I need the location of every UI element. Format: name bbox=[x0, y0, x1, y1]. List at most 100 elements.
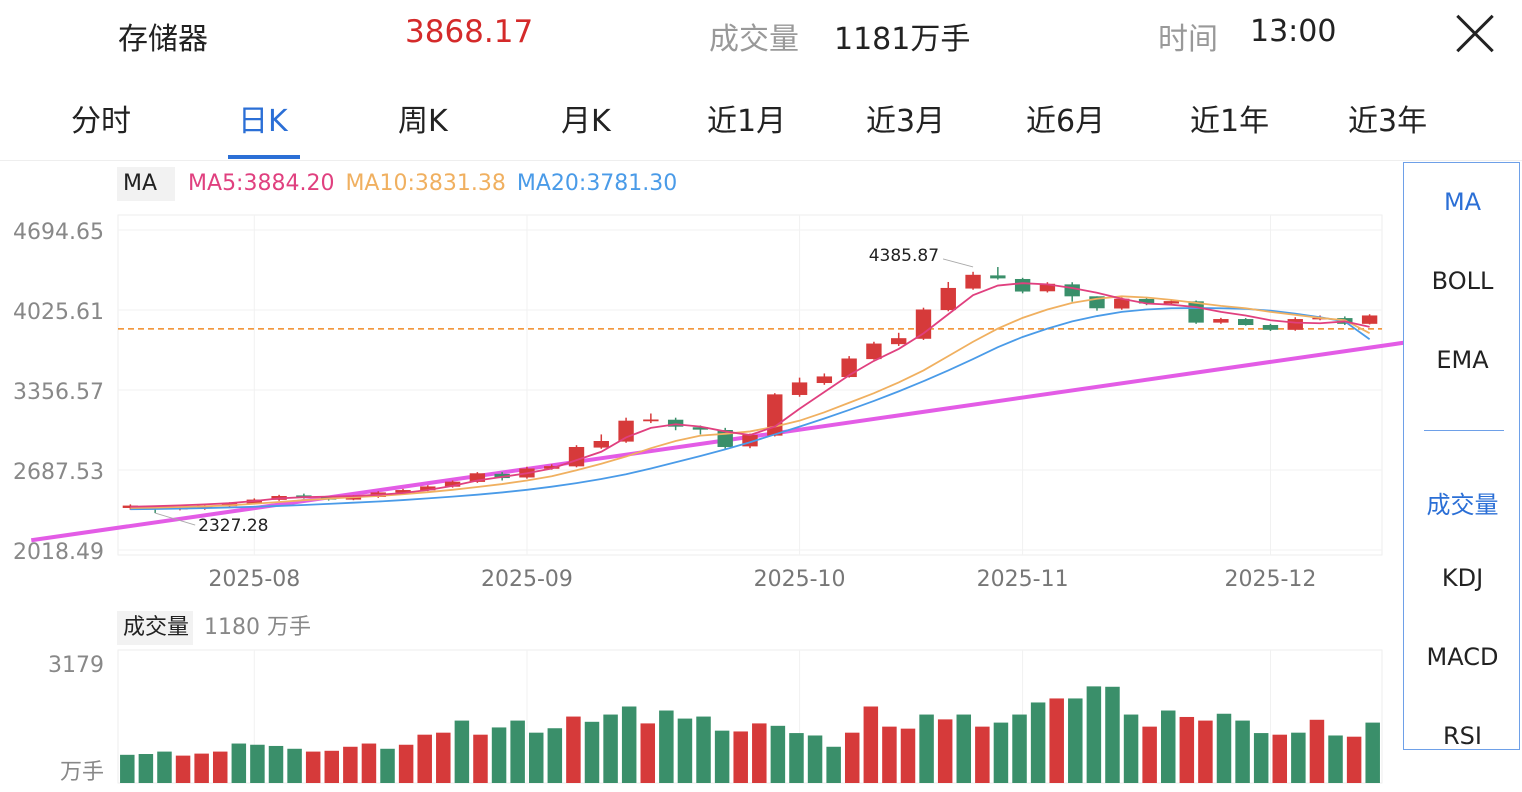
candle bbox=[593, 434, 609, 449]
tabs-divider bbox=[0, 160, 1522, 161]
candle-body bbox=[667, 419, 684, 427]
volume-bar bbox=[714, 730, 730, 783]
indicator-rsi[interactable]: RSI bbox=[1443, 722, 1482, 750]
volume-bar bbox=[194, 753, 209, 783]
y-tick-label: 3356.57 bbox=[13, 380, 104, 405]
candles-layer bbox=[122, 267, 1378, 514]
volume-unit-label: 万手 bbox=[60, 760, 104, 785]
kline-chart[interactable]: 4694.65 4025.61 3356.57 2687.53 2018.49 2025-… bbox=[0, 0, 1403, 792]
volume-bar bbox=[584, 721, 600, 783]
volume-bar bbox=[789, 733, 804, 783]
candle bbox=[1213, 317, 1229, 324]
ma-legend-tag: MA bbox=[117, 167, 176, 201]
volume-bar bbox=[473, 734, 488, 783]
candle-body bbox=[469, 473, 486, 482]
candle-body bbox=[1064, 284, 1080, 297]
candle-body bbox=[990, 275, 1006, 279]
indicator-boll[interactable]: BOLL bbox=[1431, 267, 1494, 295]
volume-legend-tag: 成交量 bbox=[117, 611, 194, 645]
volume-bar bbox=[1086, 686, 1102, 783]
volume-bar bbox=[844, 732, 860, 783]
volume-bar bbox=[1291, 732, 1306, 783]
volume-bar bbox=[677, 718, 693, 783]
volume-bar bbox=[1160, 710, 1176, 783]
ma20-legend: MA20:3781.30 bbox=[516, 171, 678, 196]
ma10-line bbox=[130, 295, 1371, 509]
indicator-ema[interactable]: EMA bbox=[1436, 346, 1489, 374]
candle-body bbox=[1138, 298, 1155, 304]
volume-legend-value: 1180 万手 bbox=[204, 615, 311, 640]
volume-bar bbox=[231, 743, 247, 783]
volume-bar bbox=[1365, 722, 1380, 783]
tab-fenshi[interactable]: 分时 bbox=[71, 104, 131, 139]
volume-bar bbox=[900, 728, 916, 783]
candle bbox=[618, 417, 634, 443]
volume-bar bbox=[1253, 733, 1269, 783]
candle bbox=[568, 445, 585, 468]
time-value: 13:00 bbox=[1250, 14, 1337, 49]
volume-bar bbox=[640, 723, 656, 783]
candle-body bbox=[965, 274, 981, 289]
volume-bar bbox=[510, 720, 525, 783]
tab-month-k[interactable]: 月K bbox=[561, 104, 611, 139]
candle bbox=[816, 373, 833, 385]
indicator-macd[interactable]: MACD bbox=[1426, 643, 1499, 671]
tab-week-k[interactable]: 周K bbox=[398, 104, 448, 139]
tab-day-k[interactable]: 日K bbox=[238, 104, 288, 139]
volume-bar bbox=[937, 719, 953, 783]
volume-plot-frame bbox=[117, 649, 1383, 784]
tab-3-years[interactable]: 近3年 bbox=[1348, 104, 1428, 139]
ma5-line bbox=[130, 282, 1370, 508]
candle bbox=[643, 413, 659, 424]
volume-bar bbox=[175, 755, 191, 783]
indicator-volume[interactable]: 成交量 bbox=[1426, 491, 1499, 519]
candle-body bbox=[1262, 325, 1279, 330]
volume-bar bbox=[268, 745, 284, 783]
candle bbox=[1361, 314, 1378, 325]
candle-body bbox=[767, 394, 783, 436]
volume-bar bbox=[1068, 698, 1083, 783]
volume-bar bbox=[826, 746, 841, 783]
candle-body bbox=[1014, 278, 1031, 292]
volume-bar bbox=[1272, 734, 1288, 783]
volume-bar bbox=[287, 748, 302, 783]
y-tick-label: 4025.61 bbox=[13, 300, 104, 325]
volume-legend: 成交量 1180 万手 bbox=[117, 611, 311, 645]
volume-bar bbox=[361, 743, 377, 783]
tab-1-year[interactable]: 近1年 bbox=[1190, 104, 1270, 139]
candle-body bbox=[643, 419, 659, 422]
tab-3-months[interactable]: 近3月 bbox=[866, 104, 946, 139]
volume-bar bbox=[1012, 714, 1027, 783]
candle-body bbox=[791, 382, 808, 395]
close-icon[interactable] bbox=[1453, 12, 1497, 56]
candle-body bbox=[1238, 319, 1254, 326]
candle bbox=[1064, 282, 1080, 302]
volume-bar bbox=[454, 720, 470, 783]
candle-body bbox=[568, 446, 585, 467]
axis-labels-layer: 4694.65 4025.61 3356.57 2687.53 2018.49 2025-… bbox=[13, 220, 1316, 785]
indicator-kdj[interactable]: KDJ bbox=[1441, 564, 1484, 592]
volume-bar bbox=[696, 716, 711, 783]
active-tab-indicator bbox=[228, 155, 300, 159]
min-price-leader bbox=[155, 512, 196, 526]
ma20-line bbox=[130, 307, 1371, 511]
indicator-ma[interactable]: MA bbox=[1443, 188, 1482, 216]
volume-bar bbox=[1346, 736, 1362, 783]
ma-lines-layer bbox=[130, 282, 1371, 511]
candle bbox=[742, 433, 758, 449]
candle-body bbox=[866, 343, 882, 360]
chart-grid bbox=[117, 214, 1383, 784]
volume-bar bbox=[398, 744, 414, 783]
volume-bar bbox=[956, 714, 972, 783]
volume-bar bbox=[528, 732, 544, 783]
tab-6-months[interactable]: 近6月 bbox=[1026, 104, 1106, 139]
y-tick-label: 4694.65 bbox=[13, 220, 104, 245]
candle bbox=[1014, 277, 1031, 294]
candle bbox=[866, 341, 882, 360]
volume-bar bbox=[380, 748, 395, 783]
candle-body bbox=[816, 376, 833, 384]
volume-bar bbox=[436, 732, 451, 783]
tab-1-month[interactable]: 近1月 bbox=[707, 104, 787, 139]
volume-bar bbox=[212, 751, 228, 783]
volume-bar bbox=[566, 716, 581, 783]
